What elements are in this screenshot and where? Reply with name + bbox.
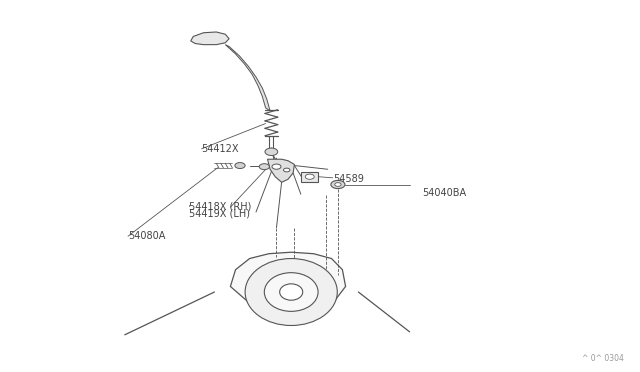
Text: ^ 0^ 0304: ^ 0^ 0304 [582,354,624,363]
Circle shape [272,164,281,169]
Circle shape [259,164,269,170]
Text: 54419X (LH): 54419X (LH) [189,209,250,219]
Polygon shape [268,159,294,182]
Text: 54418X (RH): 54418X (RH) [189,202,251,211]
Circle shape [284,168,290,172]
Text: 54040BA: 54040BA [422,189,467,198]
Text: 54080A: 54080A [128,231,165,241]
Ellipse shape [245,259,337,326]
Circle shape [331,180,345,189]
Circle shape [265,148,278,155]
Text: 54589: 54589 [333,174,364,183]
Polygon shape [230,252,346,306]
Ellipse shape [280,284,303,300]
Text: 54412X: 54412X [202,144,239,154]
Polygon shape [225,45,270,111]
Circle shape [235,163,245,169]
Ellipse shape [264,273,318,311]
Circle shape [335,183,341,186]
Polygon shape [191,32,229,45]
Circle shape [305,174,314,179]
FancyBboxPatch shape [301,172,318,182]
